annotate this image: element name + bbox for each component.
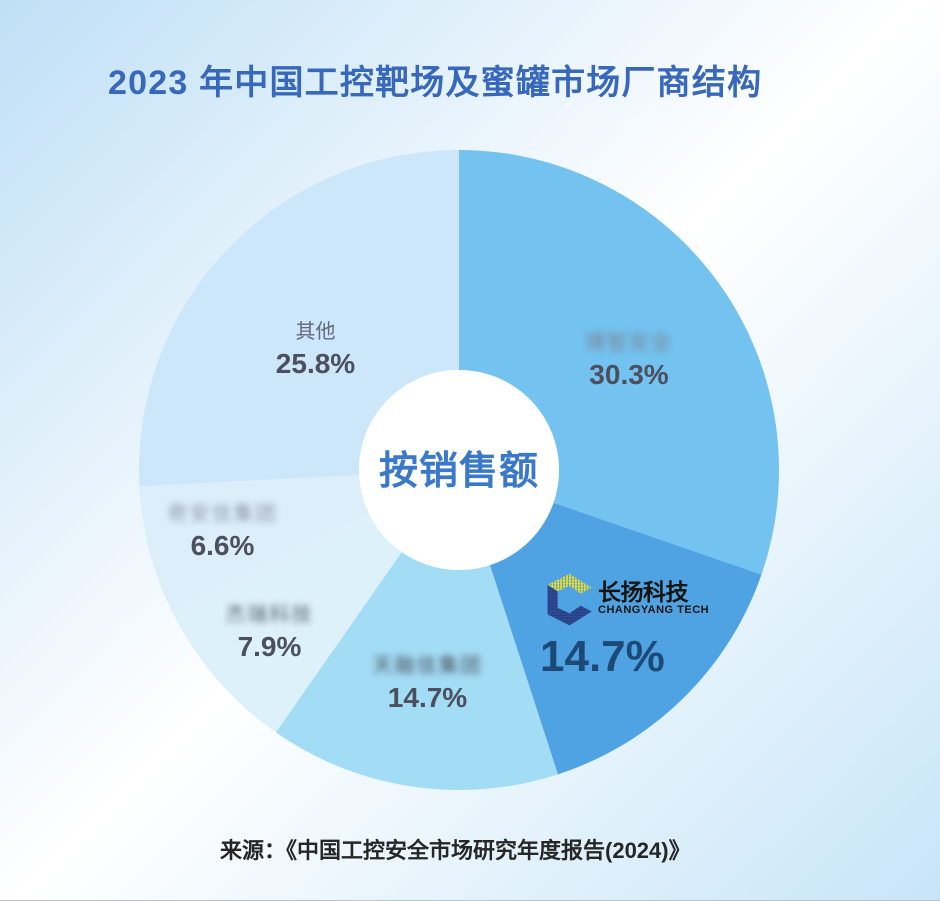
svg-text:CHANGYANG TECH: CHANGYANG TECH: [598, 604, 709, 616]
svg-text:长扬科技: 长扬科技: [598, 579, 690, 605]
